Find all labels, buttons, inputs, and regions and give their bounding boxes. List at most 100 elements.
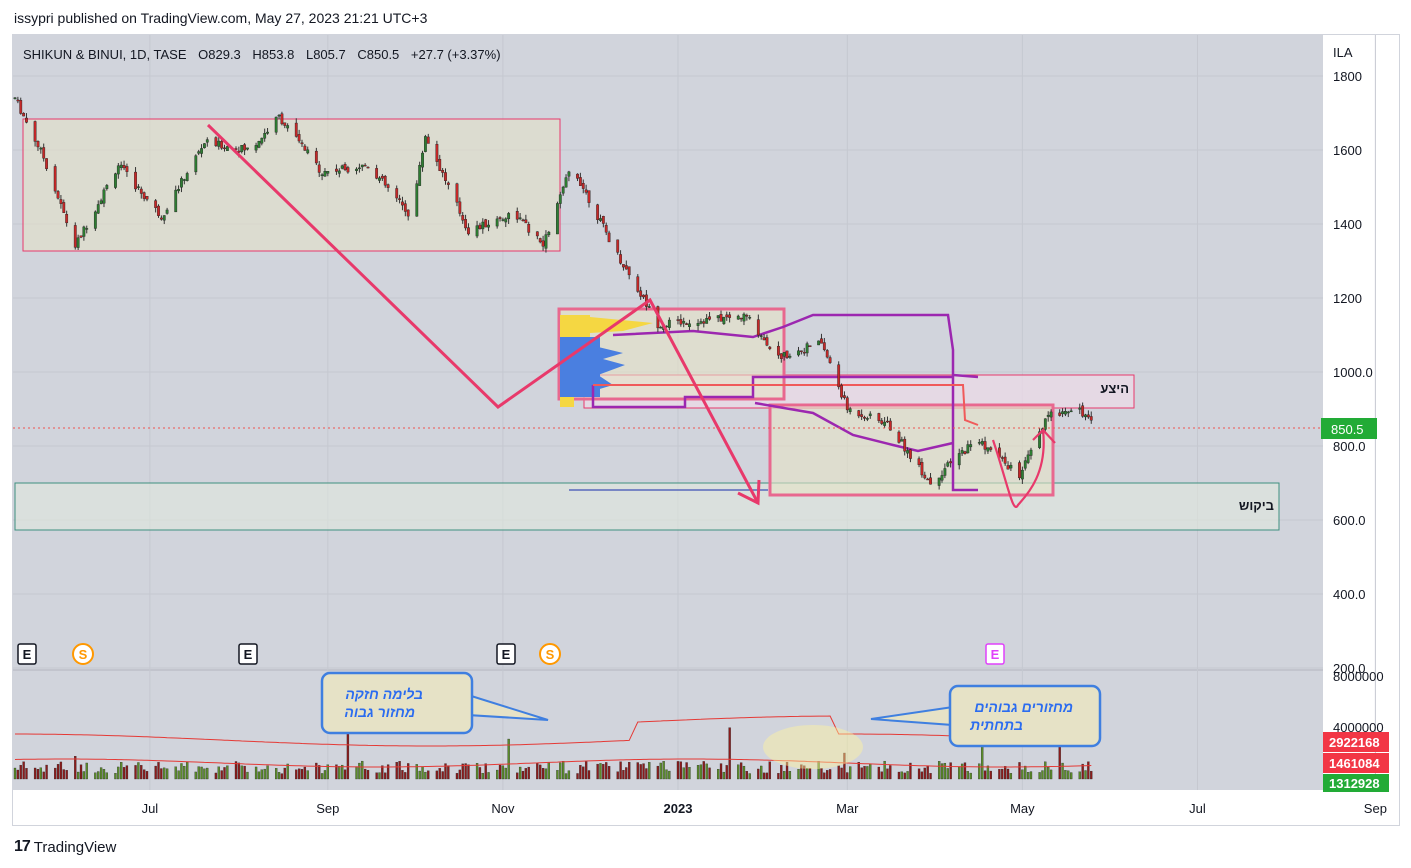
event-marker-earnings[interactable]: E — [985, 643, 1005, 665]
volume-bar — [659, 762, 662, 780]
volume-bar — [82, 771, 86, 780]
volume-bar — [395, 762, 398, 780]
candle-body — [102, 189, 106, 204]
volume-bar — [940, 763, 944, 780]
volume-bar — [203, 768, 206, 780]
volume-bar — [254, 766, 258, 780]
footer-brand-text: TradingView — [33, 838, 117, 856]
candle-body — [989, 447, 993, 450]
candle-body — [1078, 407, 1082, 410]
svg-text:מחזור גבוה: מחזור גבוה — [344, 704, 415, 720]
volume-bar — [880, 771, 883, 780]
time-axis[interactable] — [13, 790, 1399, 825]
chart-frame[interactable]: היצע ביקוש SHIKUN & BINUI, 1D, TASE O829… — [12, 34, 1400, 826]
volume-bar — [596, 763, 599, 780]
candle-body — [845, 397, 849, 411]
candle-body — [36, 140, 40, 148]
volume-bar — [295, 769, 298, 780]
candle-body — [1089, 416, 1093, 421]
candle-body — [504, 218, 508, 223]
volume-bar — [805, 768, 809, 780]
ohlc-high: H853.8 — [252, 47, 294, 62]
candle-body — [174, 189, 178, 213]
candle-body — [303, 145, 307, 151]
svg-text:S: S — [79, 647, 88, 662]
volume-bar — [275, 768, 278, 780]
candle-body — [1000, 457, 1004, 459]
candle-body — [777, 345, 780, 356]
candle-body — [868, 413, 872, 417]
volume-bar — [978, 763, 981, 780]
candle-body — [105, 185, 109, 189]
candle-body — [395, 188, 399, 199]
candle-body — [42, 147, 46, 159]
candle-body — [257, 141, 261, 148]
volume-bar — [800, 764, 803, 780]
candle-body — [13, 97, 17, 99]
volume-bar — [685, 762, 688, 780]
volume-bar — [335, 764, 338, 780]
candle-body — [266, 131, 269, 134]
volume-bar — [504, 767, 507, 780]
event-marker-earnings[interactable]: E — [238, 643, 258, 665]
candle-body — [897, 431, 901, 443]
footer-brand[interactable]: 17 TradingView — [14, 838, 116, 856]
candle-body — [719, 314, 723, 322]
candle-body — [378, 177, 381, 181]
volume-bar — [909, 762, 912, 780]
volume-bar — [424, 771, 427, 780]
candle-body — [19, 100, 23, 114]
volume-bar — [243, 765, 246, 780]
candle-body — [464, 219, 467, 229]
volume-bar — [54, 767, 57, 780]
symbol-name: SHIKUN & BINUI, 1D, TASE — [23, 47, 187, 62]
candle-body — [541, 240, 545, 247]
candle-body — [398, 198, 401, 200]
candle-body — [274, 116, 278, 133]
volume-bar — [481, 773, 484, 780]
candle-body — [745, 315, 749, 317]
event-marker-earnings[interactable]: E — [496, 643, 516, 665]
y-tick-label: 1200 — [1333, 291, 1362, 306]
volume-bar — [866, 766, 869, 780]
candle-body — [243, 144, 246, 151]
candle-body — [475, 225, 479, 237]
y-tick-label: 1000.0 — [1333, 365, 1373, 380]
price-chart[interactable]: היצע ביקוש SHIKUN & BINUI, 1D, TASE O829… — [13, 35, 1399, 825]
volume-bar — [404, 772, 407, 780]
candle-body — [501, 219, 505, 221]
candle-body — [980, 441, 984, 445]
candle-body — [1086, 414, 1090, 418]
volume-bar — [458, 769, 462, 780]
event-marker-split[interactable]: S — [72, 643, 94, 665]
event-marker-earnings[interactable]: E — [17, 643, 37, 665]
volume-bar — [886, 768, 889, 780]
volume-bar — [857, 762, 860, 780]
candle-body — [929, 477, 932, 485]
candles — [13, 96, 1093, 490]
volume-bar — [722, 771, 726, 780]
candle-body — [484, 219, 488, 228]
candle-body — [134, 171, 137, 190]
candle-body — [355, 168, 358, 171]
volume-bar — [599, 763, 602, 780]
candle-body — [280, 113, 284, 125]
volume-bar — [286, 763, 289, 780]
candle-body — [403, 203, 407, 212]
volume-bar — [768, 761, 771, 780]
volume-bar — [74, 756, 77, 780]
candle-body — [418, 164, 422, 186]
candle-body — [515, 211, 519, 220]
volume-bar — [467, 764, 470, 780]
volume-bar — [444, 763, 447, 780]
candle-body — [622, 264, 625, 268]
event-marker-split[interactable]: S — [539, 643, 561, 665]
volume-bar — [564, 773, 568, 780]
candle-body — [788, 355, 792, 358]
candle-body — [363, 164, 367, 167]
candle-body — [366, 166, 370, 169]
candle-body — [65, 214, 69, 224]
x-tick-label: Mar — [836, 801, 859, 816]
volume-bar — [306, 770, 309, 780]
candle-body — [79, 235, 83, 238]
